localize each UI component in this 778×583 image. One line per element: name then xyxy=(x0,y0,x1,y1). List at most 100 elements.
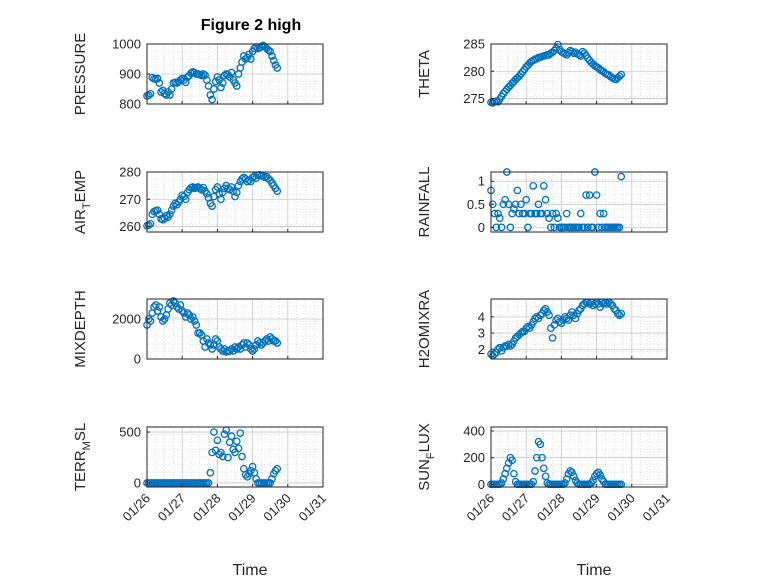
data-point xyxy=(268,475,276,483)
data-point xyxy=(227,183,236,191)
y-tick-label: 2000 xyxy=(112,312,141,327)
data-point xyxy=(524,322,532,331)
data-point xyxy=(495,480,504,489)
data-point xyxy=(206,341,215,349)
data-point xyxy=(552,209,560,218)
y-tick-label: 280 xyxy=(463,64,485,79)
data-point xyxy=(497,479,506,487)
axes-box xyxy=(146,426,324,488)
data-point xyxy=(231,192,239,201)
data-point xyxy=(264,46,273,54)
subplot-5: 0 2000 MIXDEPTH xyxy=(72,290,324,368)
data-point xyxy=(554,214,562,223)
data-point xyxy=(160,89,169,98)
data-point xyxy=(552,44,560,53)
series-markers xyxy=(487,40,626,107)
data-point xyxy=(192,321,201,329)
data-point xyxy=(564,316,573,324)
y-tick-label: 900 xyxy=(119,67,141,82)
data-point xyxy=(580,300,589,308)
data-point xyxy=(213,436,222,445)
x-axis-label: Time xyxy=(577,562,612,579)
data-point xyxy=(532,453,541,462)
y-tick-label: 0 xyxy=(478,220,485,235)
data-point xyxy=(171,199,180,208)
data-point xyxy=(499,200,508,209)
data-point xyxy=(217,448,225,457)
y-tick-label: 285 xyxy=(463,37,485,52)
data-point xyxy=(517,329,525,337)
axes-box xyxy=(490,171,668,233)
data-point xyxy=(246,345,255,353)
y-tick-label: 0 xyxy=(134,475,141,490)
series-markers xyxy=(143,170,282,230)
data-point xyxy=(504,340,513,349)
data-point xyxy=(248,347,257,355)
data-point xyxy=(269,56,278,65)
data-point xyxy=(208,95,216,104)
data-point xyxy=(529,477,538,486)
data-point xyxy=(217,83,225,92)
data-point xyxy=(562,209,571,218)
data-point xyxy=(236,429,245,437)
data-point xyxy=(250,345,259,353)
data-point xyxy=(495,214,504,223)
data-point xyxy=(227,432,236,441)
y-tick-label: 800 xyxy=(119,97,141,112)
data-point xyxy=(208,345,216,353)
data-point xyxy=(144,315,153,323)
y-tick-label: 280 xyxy=(119,165,141,180)
data-point xyxy=(238,452,246,461)
data-point xyxy=(610,304,619,313)
data-point xyxy=(220,430,229,438)
data-point xyxy=(218,188,227,197)
data-point xyxy=(250,44,259,53)
data-point xyxy=(511,200,520,209)
data-point xyxy=(188,183,197,191)
data-point xyxy=(569,472,578,481)
data-point xyxy=(218,452,227,461)
y-tick-label: 270 xyxy=(119,192,141,207)
data-point xyxy=(197,71,206,80)
subplot-2: 275 280 285 THETA xyxy=(416,37,668,107)
y-tick-label: 2 xyxy=(478,342,485,357)
y-axis-label: TERRMSL xyxy=(72,423,93,491)
data-point xyxy=(559,480,568,489)
data-point xyxy=(538,453,546,462)
data-point xyxy=(195,329,204,337)
data-point xyxy=(213,183,222,191)
data-point xyxy=(166,210,174,219)
data-point xyxy=(548,334,557,342)
y-tick-label: 3 xyxy=(478,326,485,341)
data-point xyxy=(510,469,518,478)
series-markers xyxy=(143,297,282,356)
data-point xyxy=(566,467,575,475)
data-point xyxy=(169,297,178,305)
data-point xyxy=(266,479,275,487)
data-point xyxy=(273,339,282,347)
data-point xyxy=(568,468,576,477)
data-point xyxy=(241,470,250,479)
y-tick-label: 400 xyxy=(463,424,485,439)
data-point xyxy=(534,200,543,209)
series-markers xyxy=(487,437,626,489)
y-tick-label: 4 xyxy=(478,309,485,324)
data-point xyxy=(585,300,594,308)
data-point xyxy=(536,311,545,320)
data-point xyxy=(153,74,162,83)
data-point xyxy=(208,202,216,210)
y-tick-label: 0.5 xyxy=(467,197,485,212)
data-point xyxy=(546,223,555,232)
data-point xyxy=(615,223,624,232)
data-point xyxy=(531,314,539,323)
data-point xyxy=(144,221,153,230)
y-tick-label: 1000 xyxy=(112,37,141,52)
data-point xyxy=(599,209,608,218)
figure-title: Figure 2 high xyxy=(201,17,301,34)
data-point xyxy=(261,337,269,345)
y-axis-label: AIRTEMP xyxy=(72,170,93,234)
data-point xyxy=(202,189,211,198)
data-point xyxy=(606,300,615,308)
data-point xyxy=(541,195,550,204)
data-point xyxy=(590,300,599,308)
